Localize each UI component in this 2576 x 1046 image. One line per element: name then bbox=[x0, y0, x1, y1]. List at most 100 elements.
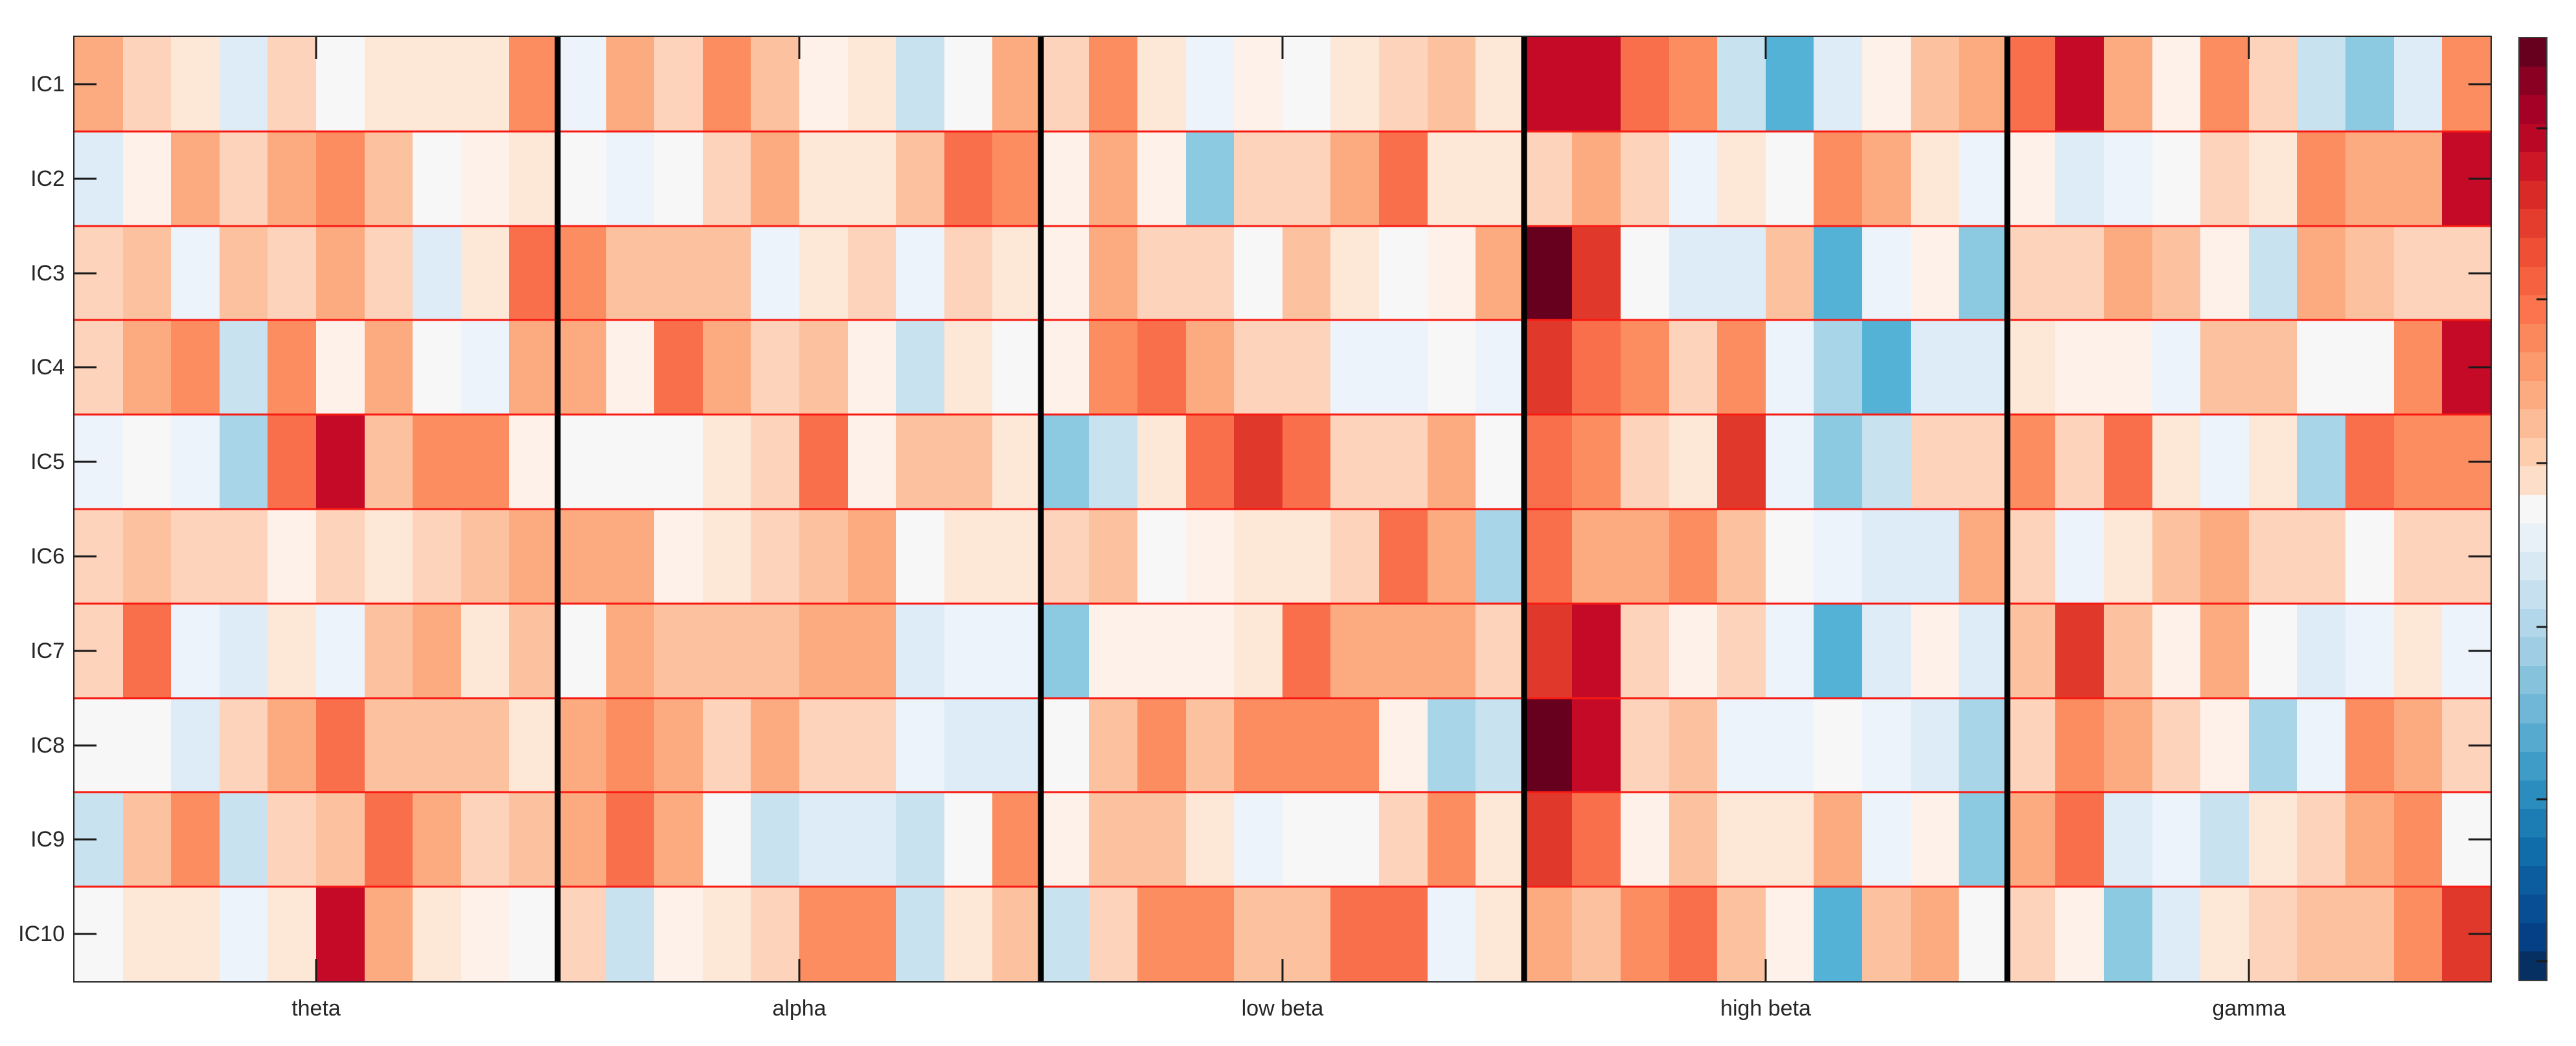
heatmap-cell bbox=[1910, 603, 1959, 698]
heatmap-cell bbox=[509, 320, 558, 415]
heatmap-cell bbox=[799, 508, 848, 604]
heatmap-cell bbox=[1476, 603, 1524, 698]
heatmap-cell bbox=[2200, 508, 2249, 604]
heatmap-cell bbox=[557, 37, 606, 131]
band-label-alpha: alpha bbox=[772, 996, 826, 1021]
heatmap-cell bbox=[2152, 225, 2201, 321]
x-tick bbox=[2248, 37, 2250, 59]
heatmap-cell bbox=[1185, 698, 1235, 793]
heatmap-cell bbox=[992, 603, 1041, 698]
heatmap-cell bbox=[171, 131, 220, 226]
heatmap-cell bbox=[2055, 225, 2104, 321]
heatmap-cell bbox=[2248, 131, 2297, 226]
heatmap-cell bbox=[1910, 225, 1959, 321]
heatmap-cell bbox=[799, 225, 848, 321]
heatmap-cell bbox=[1330, 792, 1380, 887]
heatmap-cell bbox=[315, 37, 365, 131]
colorbar-segment bbox=[2520, 67, 2546, 96]
heatmap-cell bbox=[2200, 603, 2249, 698]
colorbar-segment bbox=[2520, 666, 2546, 695]
band-label-theta: theta bbox=[291, 996, 341, 1021]
heatmap-cell bbox=[751, 698, 799, 793]
heatmap-row-ic9 bbox=[74, 792, 2491, 887]
heatmap-cell bbox=[654, 131, 703, 226]
heatmap-cell bbox=[171, 603, 220, 698]
heatmap-cell bbox=[1621, 603, 1669, 698]
heatmap-cell bbox=[1040, 792, 1089, 887]
heatmap-cell bbox=[1621, 887, 1669, 981]
heatmap-cell bbox=[171, 887, 220, 981]
heatmap-cell bbox=[461, 698, 510, 793]
heatmap-cell bbox=[1427, 603, 1476, 698]
heatmap-cell bbox=[896, 508, 944, 604]
x-tick bbox=[315, 959, 317, 981]
row-divider bbox=[74, 791, 2491, 793]
heatmap-cell bbox=[992, 415, 1041, 509]
heatmap-cell bbox=[1234, 320, 1282, 415]
heatmap-cell bbox=[1089, 320, 1138, 415]
heatmap-cell bbox=[509, 131, 558, 226]
heatmap-cell bbox=[1910, 415, 1959, 509]
band-separator bbox=[554, 37, 561, 981]
heatmap-cell bbox=[1717, 415, 1766, 509]
heatmap-cell bbox=[654, 603, 703, 698]
heatmap-cell bbox=[847, 320, 896, 415]
heatmap-cell bbox=[1089, 792, 1138, 887]
heatmap-cell bbox=[1427, 320, 1476, 415]
heatmap-cell bbox=[171, 792, 220, 887]
heatmap-cell bbox=[2393, 415, 2443, 509]
heatmap-cell bbox=[896, 415, 944, 509]
heatmap-cell bbox=[654, 320, 703, 415]
heatmap-cell bbox=[1089, 415, 1138, 509]
heatmap-cell bbox=[1523, 415, 1573, 509]
heatmap-cell bbox=[2393, 887, 2443, 981]
heatmap-cell bbox=[1476, 792, 1524, 887]
band-label-gamma: gamma bbox=[2212, 996, 2286, 1021]
heatmap-cell bbox=[315, 131, 365, 226]
heatmap-cell bbox=[1137, 320, 1186, 415]
heatmap-cell bbox=[944, 37, 993, 131]
heatmap-row-ic2 bbox=[74, 131, 2491, 226]
heatmap-cell bbox=[1476, 320, 1524, 415]
heatmap-cell bbox=[1137, 792, 1186, 887]
heatmap-cell bbox=[1040, 508, 1089, 604]
heatmap-cell bbox=[1669, 887, 1718, 981]
heatmap-row-ic3 bbox=[74, 225, 2491, 321]
heatmap-cell bbox=[2297, 37, 2345, 131]
heatmap-cell bbox=[461, 887, 510, 981]
heatmap-cell bbox=[1185, 603, 1235, 698]
heatmap-cell bbox=[1814, 792, 1862, 887]
heatmap-cell bbox=[2152, 37, 2201, 131]
heatmap-cell bbox=[702, 415, 751, 509]
band-separator bbox=[2004, 37, 2011, 981]
y-tick bbox=[74, 838, 97, 841]
colorbar-segment bbox=[2520, 181, 2546, 210]
heatmap-cell bbox=[2055, 415, 2104, 509]
heatmap-cell bbox=[1862, 887, 1911, 981]
heatmap-cell bbox=[1137, 603, 1186, 698]
x-tick bbox=[1281, 37, 1284, 59]
heatmap-cell bbox=[2345, 698, 2394, 793]
heatmap-cell bbox=[2103, 792, 2152, 887]
heatmap-cell bbox=[992, 508, 1041, 604]
heatmap-cell bbox=[268, 792, 316, 887]
colorbar-segment bbox=[2520, 95, 2546, 124]
heatmap-cell bbox=[944, 603, 993, 698]
heatmap-cell bbox=[1234, 508, 1282, 604]
heatmap-cell bbox=[364, 225, 413, 321]
heatmap-cell bbox=[1765, 887, 1814, 981]
heatmap-cell bbox=[413, 415, 461, 509]
colorbar-segment bbox=[2520, 609, 2546, 638]
heatmap-cell bbox=[944, 698, 993, 793]
heatmap-cell bbox=[2248, 603, 2297, 698]
heatmap-cell bbox=[1523, 320, 1573, 415]
heatmap-cell bbox=[2200, 131, 2249, 226]
heatmap-cell bbox=[1572, 792, 1621, 887]
heatmap-cell bbox=[2248, 698, 2297, 793]
heatmap-cell bbox=[1621, 508, 1669, 604]
heatmap-cell bbox=[364, 37, 413, 131]
heatmap-cell bbox=[1621, 792, 1669, 887]
x-tick bbox=[1281, 959, 1284, 981]
colorbar-segment bbox=[2520, 38, 2546, 67]
heatmap-cell bbox=[1959, 508, 2007, 604]
